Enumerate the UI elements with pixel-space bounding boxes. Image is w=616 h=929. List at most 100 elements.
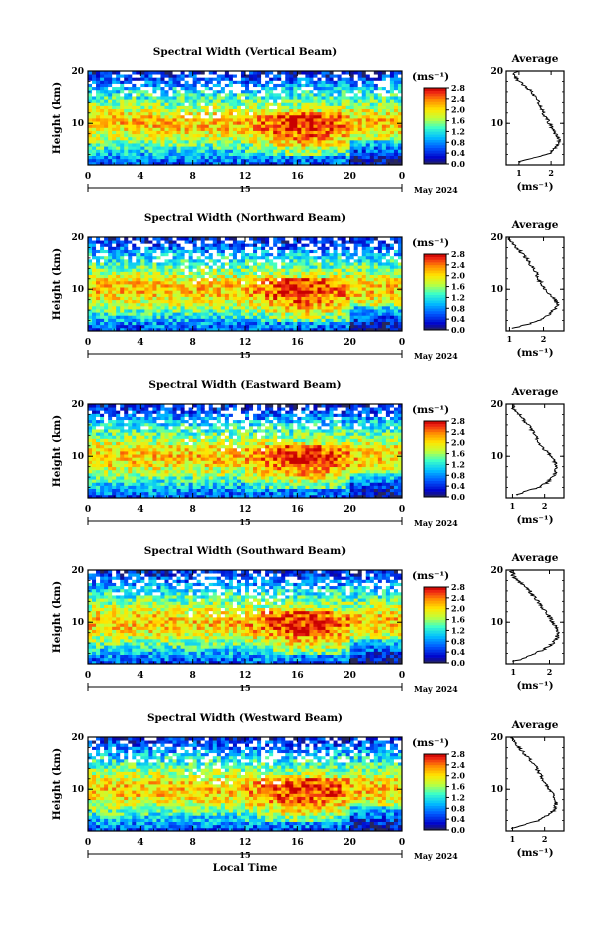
heatmap-cell	[273, 312, 278, 316]
heatmap-cell	[389, 124, 395, 128]
heatmap-cell	[212, 111, 218, 116]
heatmap-cell	[232, 277, 238, 282]
heatmap-cell	[389, 287, 395, 291]
heatmap-cell	[273, 161, 278, 166]
heatmap-cell	[249, 258, 254, 263]
heatmap-cell	[108, 121, 113, 125]
heatmap-cell	[164, 309, 169, 313]
heatmap-cell	[168, 158, 173, 163]
average-x-tick-label: 1	[516, 168, 522, 178]
heatmap-cell	[365, 271, 371, 275]
heatmap-cell	[216, 152, 222, 156]
heatmap-cell	[240, 271, 246, 275]
heatmap-cell	[273, 262, 278, 266]
heatmap-cell	[132, 240, 137, 244]
heatmap-cell	[104, 86, 109, 91]
heatmap-cell	[337, 293, 343, 297]
heatmap-cell	[156, 312, 161, 316]
heatmap-cell	[204, 74, 210, 78]
heatmap-cell	[293, 324, 298, 329]
heatmap-cell	[212, 139, 218, 144]
heatmap-cell	[285, 152, 290, 156]
heatmap-cell	[293, 321, 298, 326]
heatmap-cell	[112, 127, 117, 131]
heatmap-cell	[277, 309, 282, 313]
heatmap-cell	[188, 277, 194, 282]
heatmap-cell	[188, 80, 194, 84]
heatmap-cell	[369, 130, 375, 135]
heatmap-cell	[381, 74, 387, 78]
heatmap-cell	[192, 158, 198, 163]
heatmap-cell	[192, 102, 198, 106]
heatmap-cell	[168, 152, 173, 156]
heatmap-cell	[144, 124, 149, 128]
heatmap-cell	[136, 287, 141, 291]
heatmap-cell	[345, 74, 351, 78]
heatmap-cell	[200, 243, 206, 247]
heatmap-cell	[172, 83, 177, 88]
heatmap-cell	[257, 152, 262, 156]
heatmap-cell	[289, 71, 294, 75]
heatmap-cell	[297, 133, 302, 138]
heatmap-cell	[381, 268, 387, 272]
heatmap-cell	[313, 158, 318, 163]
heatmap-cell	[240, 77, 246, 81]
heatmap-cell	[100, 155, 105, 160]
heatmap-cell	[132, 271, 137, 275]
heatmap-cell	[236, 155, 242, 160]
heatmap-cell	[393, 102, 399, 106]
heatmap-cell	[172, 290, 177, 294]
heatmap-cell	[245, 136, 250, 141]
heatmap-cell	[253, 86, 258, 91]
heatmap-cell	[333, 318, 338, 322]
heatmap-cell	[200, 290, 206, 294]
heatmap-cell	[317, 152, 322, 156]
heatmap-cell	[341, 309, 347, 313]
heatmap-cell	[325, 71, 330, 75]
heatmap-cell	[180, 86, 186, 91]
heatmap-cell	[120, 258, 125, 263]
heatmap-cell	[273, 74, 278, 78]
heatmap-cell	[289, 305, 294, 310]
heatmap-cell	[309, 296, 314, 301]
heatmap-cell	[164, 114, 169, 119]
heatmap-cell	[377, 296, 383, 301]
heatmap-cell	[333, 243, 338, 247]
heatmap-cell	[377, 114, 383, 119]
heatmap-cell	[116, 249, 121, 254]
heatmap-cell	[112, 136, 117, 141]
heatmap-cell	[313, 296, 318, 301]
heatmap-cell	[345, 252, 351, 257]
heatmap-cell	[156, 136, 161, 141]
heatmap-cell	[265, 102, 270, 106]
heatmap-cell	[116, 105, 121, 109]
heatmap-cell	[104, 302, 109, 307]
heatmap-cell	[180, 312, 186, 316]
heatmap-cell	[249, 102, 254, 106]
heatmap-cell	[333, 77, 338, 81]
heatmap-cell	[208, 293, 214, 297]
heatmap-cell	[301, 249, 306, 254]
heatmap-cell	[128, 287, 133, 291]
heatmap-cell	[100, 89, 105, 94]
heatmap-cell	[365, 136, 371, 141]
heatmap-cell	[148, 133, 153, 138]
heatmap-cell	[305, 258, 310, 263]
heatmap-cell	[317, 237, 322, 241]
heatmap-cell	[329, 293, 334, 297]
heatmap-cell	[204, 240, 210, 244]
heatmap-cell	[240, 318, 246, 322]
heatmap-cell	[88, 74, 93, 78]
heatmap-cell	[160, 143, 165, 147]
heatmap-cell	[305, 327, 310, 332]
heatmap-cell	[301, 309, 306, 313]
colorbar-segment	[424, 289, 446, 293]
heatmap-cell	[96, 108, 101, 113]
heatmap-cell	[277, 243, 282, 247]
heatmap-cell	[349, 124, 355, 128]
heatmap-cell	[397, 161, 403, 166]
heatmap-cell	[92, 318, 97, 322]
heatmap-cell	[397, 130, 403, 135]
heatmap-cell	[236, 296, 242, 301]
heatmap-cell	[200, 312, 206, 316]
